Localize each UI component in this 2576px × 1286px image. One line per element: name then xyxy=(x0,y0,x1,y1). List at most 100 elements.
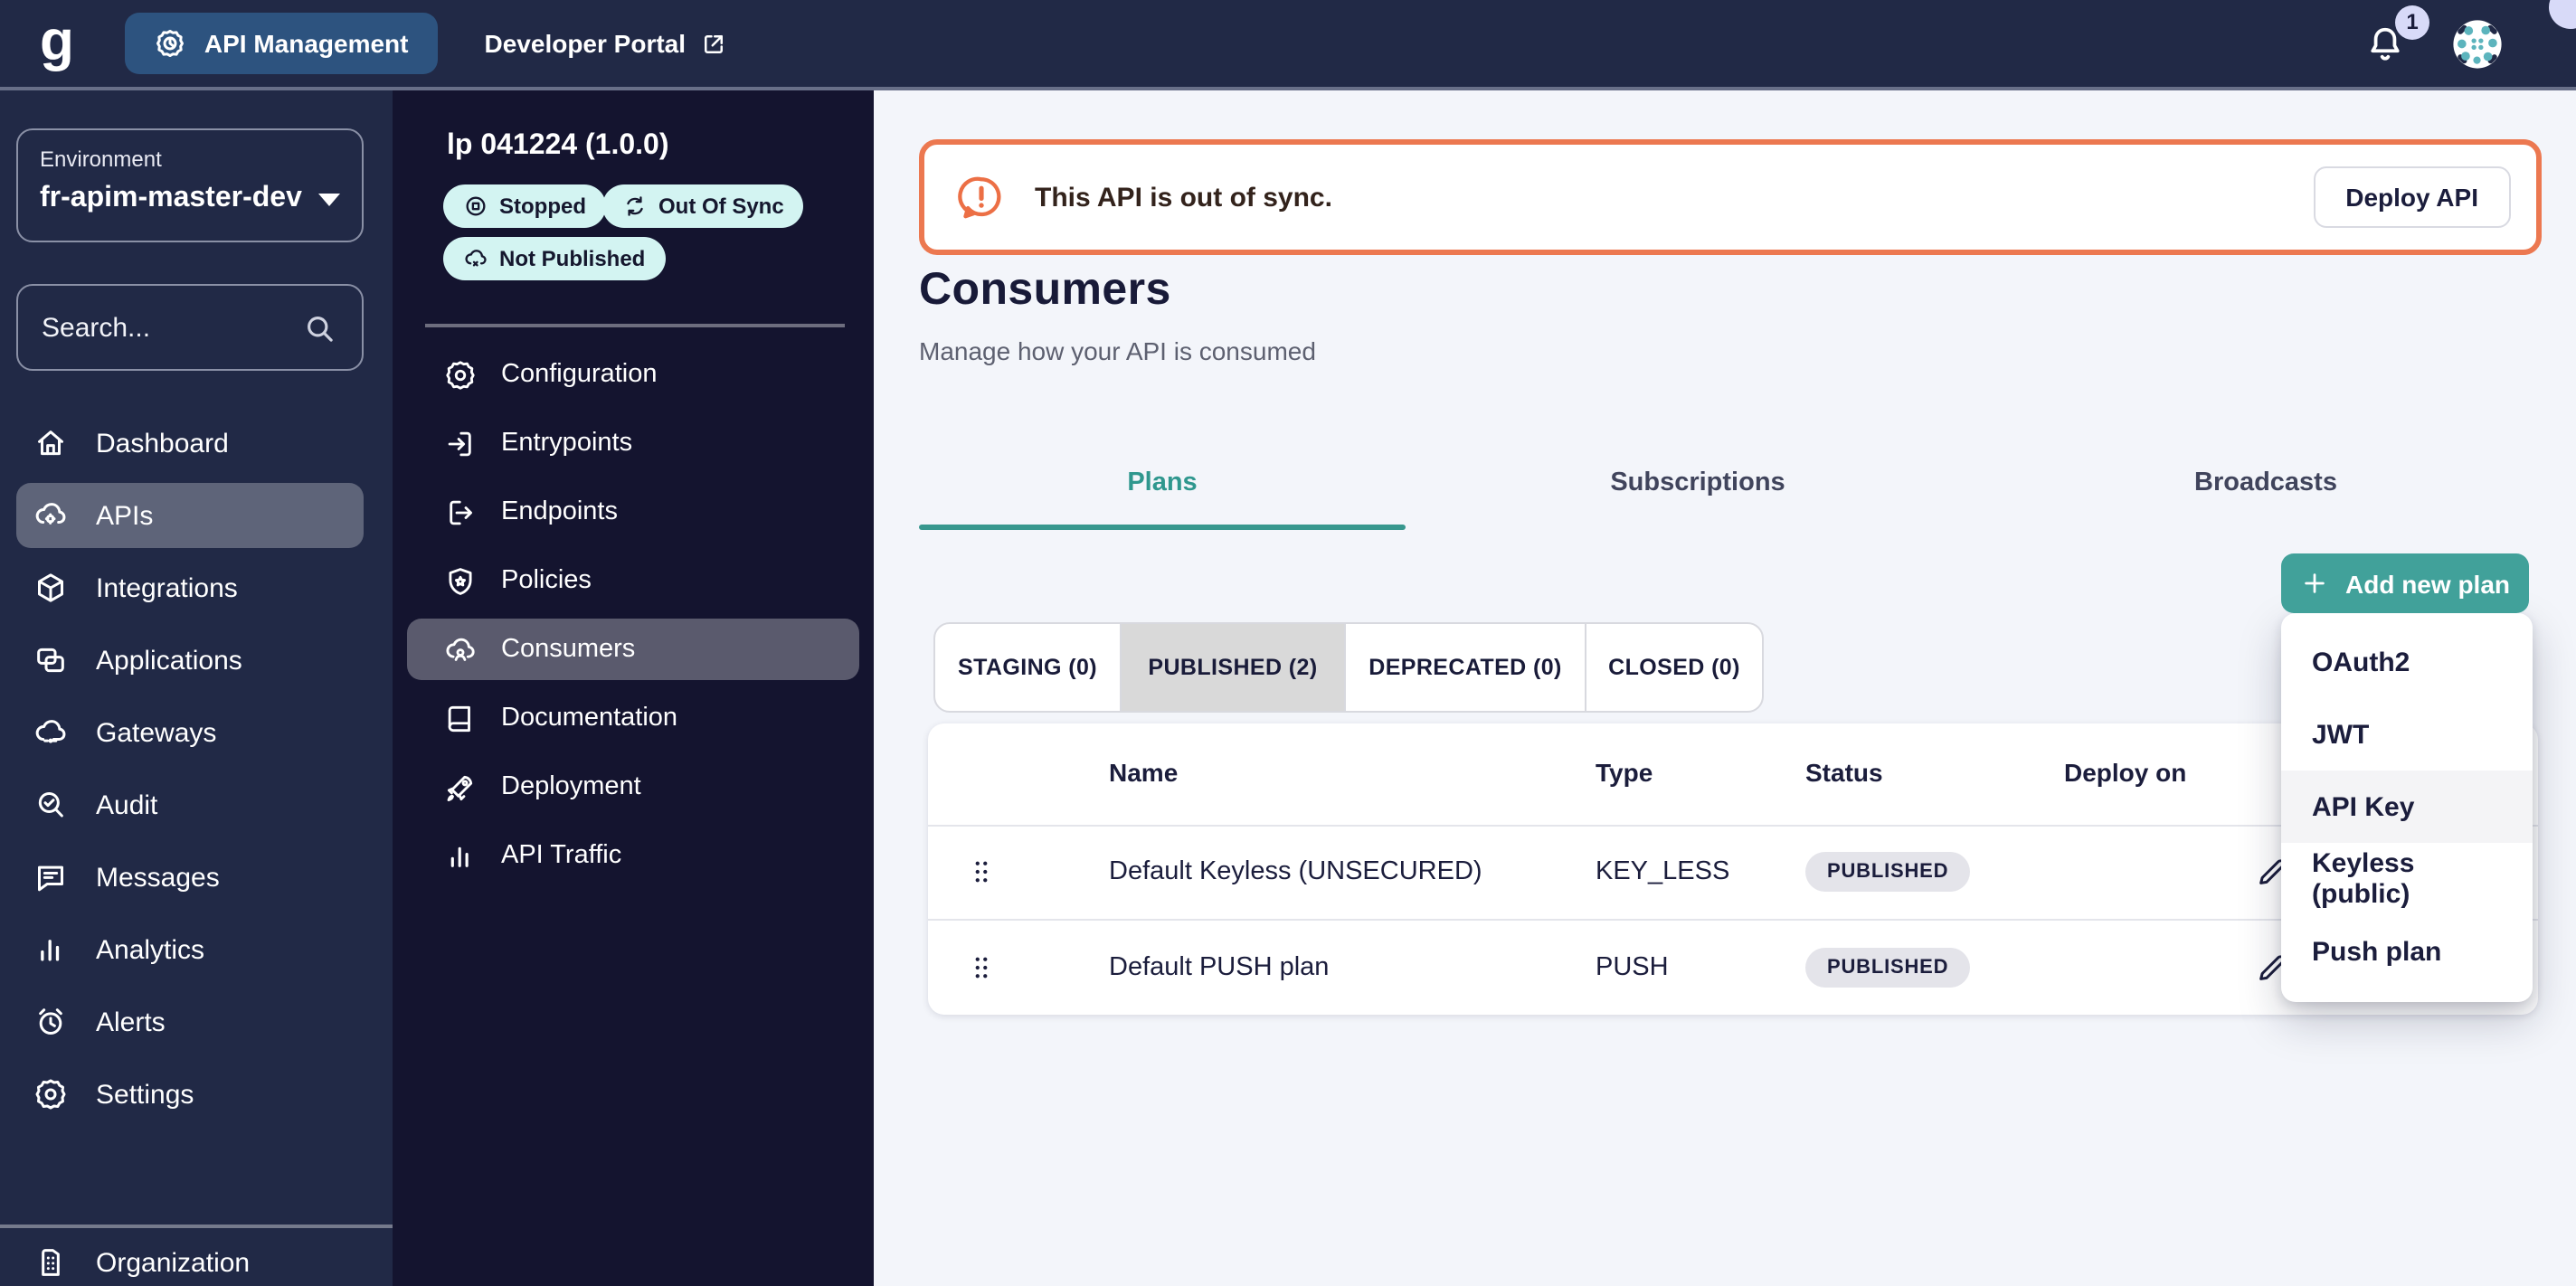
api-title: lp 041224 (1.0.0) xyxy=(447,130,669,161)
filter-deprecated[interactable]: DEPRECATED (0) xyxy=(1346,624,1586,711)
drag-handle-icon[interactable] xyxy=(966,856,997,887)
gear-icon xyxy=(443,357,478,392)
sidebar-item-label: Applications xyxy=(96,645,242,676)
menu-item-oauth2[interactable]: OAuth2 xyxy=(2312,647,2410,677)
warning-bubble-icon xyxy=(957,173,1006,222)
sidebar-item-organization[interactable]: Organization xyxy=(16,1230,364,1286)
api-menu-configuration[interactable]: Configuration xyxy=(407,344,859,405)
apps-icon xyxy=(33,642,69,678)
building-icon xyxy=(33,1244,69,1281)
tab-broadcasts[interactable]: Broadcasts xyxy=(1990,445,2542,521)
plan-type: PUSH xyxy=(1596,953,1669,982)
plan-status-badge: PUBLISHED xyxy=(1805,852,1971,892)
page-title: Consumers xyxy=(919,264,1171,315)
page-subtitle: Manage how your API is consumed xyxy=(919,336,1316,365)
cloud-gear-icon xyxy=(33,497,69,534)
gear-icon xyxy=(33,1076,69,1112)
developer-portal-link[interactable]: Developer Portal xyxy=(485,29,728,58)
plan-type: KEY_LESS xyxy=(1596,857,1730,886)
sidebar-item-dashboard[interactable]: Dashboard xyxy=(16,411,364,476)
shield-icon xyxy=(443,563,478,598)
status-badge-stopped: Stopped xyxy=(443,184,606,228)
external-link-icon xyxy=(700,30,727,57)
api-menu-label: Documentation xyxy=(501,704,678,733)
tab-label: Broadcasts xyxy=(2194,468,2337,497)
sidebar-item-gateways[interactable]: Gateways xyxy=(16,700,364,765)
notifications-button[interactable]: 1 xyxy=(2363,5,2429,66)
api-menu-policies[interactable]: Policies xyxy=(407,550,859,611)
api-menu-label: Deployment xyxy=(501,772,641,801)
sidebar-item-alerts[interactable]: Alerts xyxy=(16,989,364,1054)
sidebar-item-applications[interactable]: Applications xyxy=(16,628,364,693)
cloud-x-icon xyxy=(463,246,488,271)
sidebar-item-label: Settings xyxy=(96,1079,194,1110)
api-menu-label: Configuration xyxy=(501,360,658,389)
rocket-icon xyxy=(443,770,478,804)
api-menu-api-traffic[interactable]: API Traffic xyxy=(407,825,859,886)
tab-subscriptions[interactable]: Subscriptions xyxy=(1406,445,1990,521)
api-menu-label: Endpoints xyxy=(501,497,618,526)
add-new-plan-button[interactable]: Add new plan xyxy=(2281,553,2529,613)
menu-item-push-plan[interactable]: Push plan xyxy=(2312,936,2442,967)
api-menu-endpoints[interactable]: Endpoints xyxy=(407,481,859,543)
sidebar-item-messages[interactable]: Messages xyxy=(16,845,364,910)
tab-plans[interactable]: Plans xyxy=(919,445,1406,521)
column-header-deploy-on: Deploy on xyxy=(2064,758,2187,787)
main-content: This API is out of sync. Deploy API Cons… xyxy=(874,90,2576,1286)
plan-status-filter-group: STAGING (0) PUBLISHED (2) DEPRECATED (0)… xyxy=(933,622,1764,713)
bar-chart-icon xyxy=(443,838,478,873)
menu-item-api-key[interactable]: API Key xyxy=(2281,771,2533,843)
api-management-button[interactable]: API Management xyxy=(124,13,438,74)
avatar[interactable] xyxy=(2451,17,2504,70)
sidebar-item-apis[interactable]: APIs xyxy=(16,483,364,548)
menu-item-keyless-public[interactable]: Keyless (public) xyxy=(2312,848,2415,910)
status-badge-out-of-sync: Out Of Sync xyxy=(602,184,804,228)
sidebar-item-analytics[interactable]: Analytics xyxy=(16,917,364,982)
menu-item-jwt[interactable]: JWT xyxy=(2312,719,2370,750)
table-row: Default Keyless (UNSECURED) KEY_LESS PUB… xyxy=(928,825,2538,919)
exit-icon xyxy=(443,495,478,529)
out-of-sync-banner: This API is out of sync. Deploy API xyxy=(919,139,2542,255)
topbar-right: 1 xyxy=(2363,5,2551,70)
filter-closed[interactable]: CLOSED (0) xyxy=(1608,655,1740,680)
active-tab-indicator xyxy=(919,524,1406,530)
drag-handle-icon[interactable] xyxy=(966,952,997,983)
api-sidebar-divider xyxy=(425,324,845,326)
main-sidebar: Environment fr-apim-master-dev Search...… xyxy=(0,90,393,1286)
sidebar-item-label: Gateways xyxy=(96,717,217,748)
table-row-divider xyxy=(928,919,2538,921)
tab-label: Plans xyxy=(1127,468,1198,497)
search-input[interactable]: Search... xyxy=(16,284,364,371)
api-menu-label: Consumers xyxy=(501,635,636,664)
api-menu-consumers[interactable]: Consumers xyxy=(407,619,859,680)
tab-label: Subscriptions xyxy=(1610,468,1785,497)
status-badge-label: Stopped xyxy=(499,194,586,219)
sidebar-item-settings[interactable]: Settings xyxy=(16,1062,364,1127)
gravitee-logo: g xyxy=(40,8,74,71)
stopped-icon xyxy=(463,194,488,219)
plan-name: Default PUSH plan xyxy=(1109,953,1330,982)
column-header-status: Status xyxy=(1805,758,1883,787)
environment-selector[interactable]: Environment fr-apim-master-dev xyxy=(16,128,364,242)
environment-label: Environment xyxy=(40,147,162,172)
filter-published[interactable]: PUBLISHED (2) xyxy=(1122,624,1346,711)
add-new-plan-label: Add new plan xyxy=(2345,569,2510,598)
api-menu-documentation[interactable]: Documentation xyxy=(407,687,859,749)
status-badge-label: Out Of Sync xyxy=(658,194,784,219)
sidebar-item-audit[interactable]: Audit xyxy=(16,772,364,837)
enter-icon xyxy=(443,426,478,460)
sidebar-item-label: Analytics xyxy=(96,934,205,965)
api-menu-entrypoints[interactable]: Entrypoints xyxy=(407,412,859,474)
environment-value: fr-apim-master-dev xyxy=(40,183,302,213)
corner-notification-dot xyxy=(2549,0,2576,29)
sidebar-item-integrations[interactable]: Integrations xyxy=(16,555,364,620)
status-badge-not-published: Not Published xyxy=(443,237,666,280)
filter-staging[interactable]: STAGING (0) xyxy=(935,624,1122,711)
chat-icon xyxy=(33,859,69,895)
gear-icon xyxy=(154,27,186,60)
deploy-api-button[interactable]: Deploy API xyxy=(2313,166,2511,228)
api-menu-deployment[interactable]: Deployment xyxy=(407,756,859,818)
search-icon xyxy=(300,308,338,346)
api-menu-label: Entrypoints xyxy=(501,429,633,458)
table-header-divider xyxy=(928,825,2538,827)
